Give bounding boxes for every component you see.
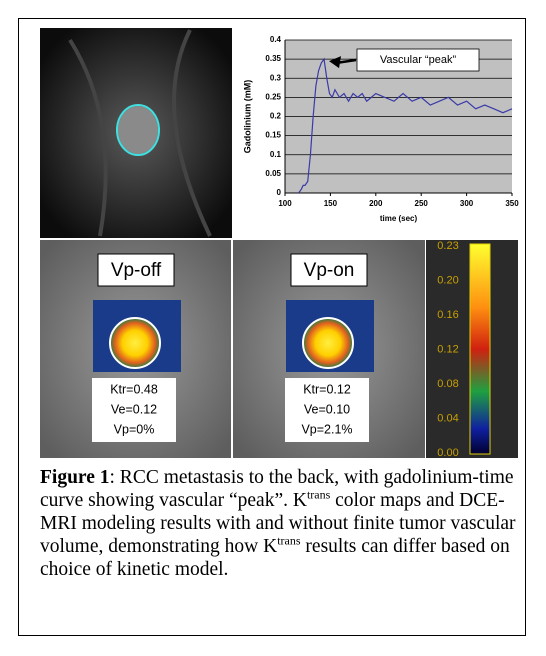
y-tick-label: 0.1 xyxy=(270,150,282,159)
colorbar xyxy=(470,244,490,454)
tumor xyxy=(118,106,158,154)
y-tick-label: 0.25 xyxy=(265,92,281,101)
colorbar-label: 0.00 xyxy=(437,447,458,459)
kmap-tumor xyxy=(110,318,160,368)
y-tick-label: 0.35 xyxy=(265,54,281,63)
x-tick-label: 150 xyxy=(324,199,338,208)
result-text: Ve=0.12 xyxy=(111,402,157,416)
y-tick-label: 0 xyxy=(277,188,282,197)
panel-title: Vp-off xyxy=(111,260,162,281)
colorbar-label: 0.20 xyxy=(437,274,458,286)
caption-label: Figure 1 xyxy=(40,467,110,488)
y-axis-label: Gadolinium (mM) xyxy=(242,80,252,154)
colorbar-label: 0.04 xyxy=(437,412,458,424)
y-tick-label: 0.3 xyxy=(270,73,282,82)
kmap-tumor xyxy=(303,318,353,368)
y-tick-label: 0.05 xyxy=(265,169,281,178)
panel-title: Vp-on xyxy=(304,260,355,281)
colorbar-label: 0.08 xyxy=(437,378,458,390)
result-text: Ktr=0.12 xyxy=(303,382,351,396)
x-tick-label: 200 xyxy=(369,199,383,208)
figure: 0 0.05 0.1 0.15 0.2 0.25 0.3 0.35 0.4 100 150 200 25… xyxy=(0,0,546,466)
y-tick-label: 0.4 xyxy=(270,35,282,44)
superscript: trans xyxy=(277,534,300,548)
result-text: Vp=2.1% xyxy=(301,422,352,436)
annotation: Vascular “peak” xyxy=(380,54,457,66)
x-tick-label: 250 xyxy=(415,199,429,208)
x-tick-label: 100 xyxy=(278,199,292,208)
y-tick-label: 0.15 xyxy=(265,131,281,140)
y-tick-label: 0.2 xyxy=(270,112,282,121)
x-tick-label: 350 xyxy=(505,199,519,208)
result-text: Ktr=0.48 xyxy=(110,382,158,396)
result-text: Ve=0.10 xyxy=(304,402,350,416)
colorbar-label: 0.12 xyxy=(437,343,458,355)
x-tick-label: 300 xyxy=(460,199,474,208)
result-text: Vp=0% xyxy=(114,422,155,436)
caption: Figure 1: RCC metastasis to the back, wi… xyxy=(40,466,518,581)
colorbar-label: 0.16 xyxy=(437,309,458,321)
x-axis-label: time (sec) xyxy=(380,214,418,223)
page: 0 0.05 0.1 0.15 0.2 0.25 0.3 0.35 0.4 100 150 200 25… xyxy=(0,0,546,656)
superscript: trans xyxy=(307,488,330,502)
colorbar-label: 0.23 xyxy=(437,240,458,252)
